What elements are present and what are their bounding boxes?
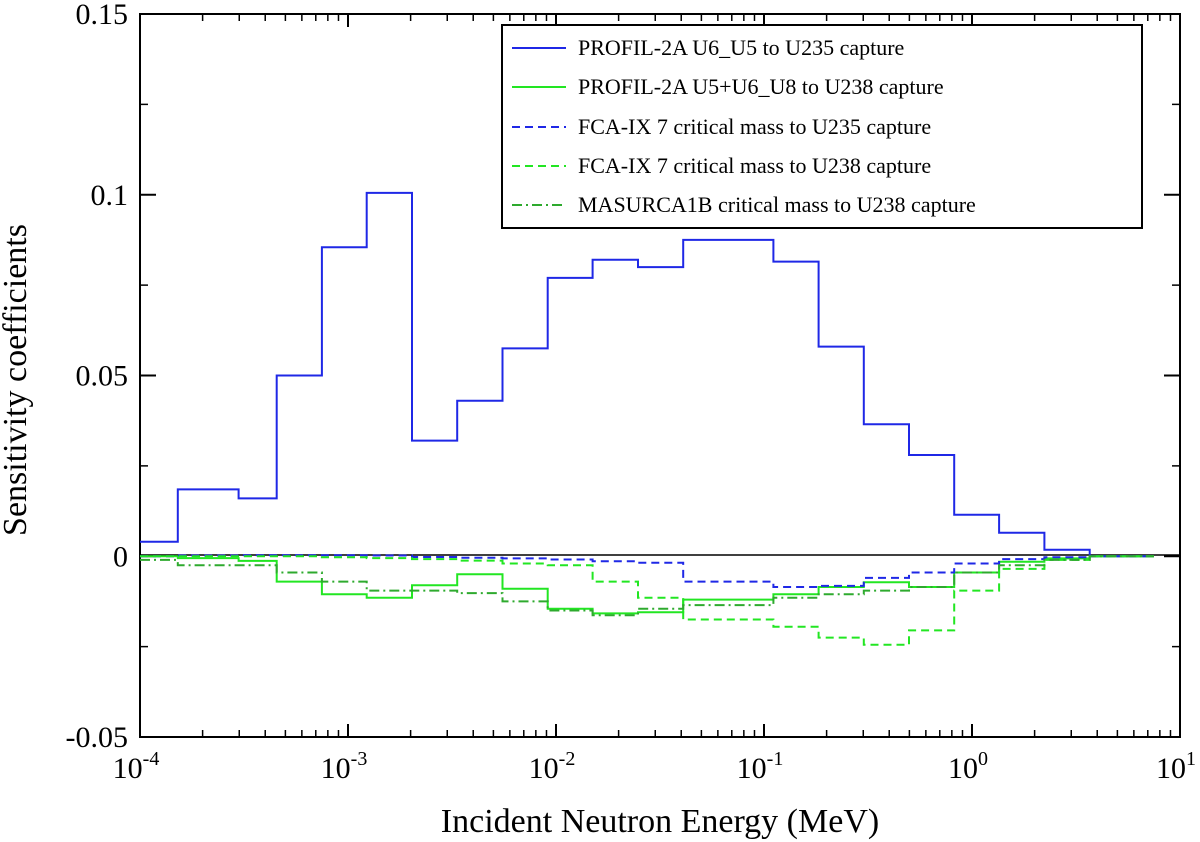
tick-labels: 10-4 10-3 10-2 10-1 100 101 -0.05 0 0.05 0.1 0.15: [66, 0, 1197, 785]
legend-label-4: MASURCA1B critical mass to U238 capture: [578, 192, 976, 217]
data-series: [140, 191, 1154, 646]
x-tick-label: 10-1: [737, 748, 784, 785]
series-line-0: [140, 191, 1154, 558]
y-tick-label: 0.1: [91, 179, 129, 212]
y-tick-label: 0.15: [76, 0, 129, 31]
y-tick-label: 0: [113, 540, 128, 573]
y-axis-title: Sensitivity coefficients: [0, 224, 34, 536]
y-tick-label: -0.05: [66, 721, 129, 754]
series-line-3: [140, 555, 1154, 646]
x-tick-label: 10-4: [113, 748, 160, 785]
x-tick-label: 101: [1156, 748, 1196, 785]
y-tick-label: 0.05: [76, 360, 129, 393]
legend-label-1: PROFIL-2A U5+U6_U8 to U238 capture: [578, 74, 944, 99]
axis-ticks: [139, 13, 1181, 738]
legend-label-3: FCA-IX 7 critical mass to U238 capture: [578, 153, 931, 178]
legend-box: [501, 24, 1143, 229]
series-line-4: [140, 555, 1154, 617]
x-tick-label: 10-2: [529, 748, 576, 785]
series-line-2: [140, 554, 1154, 588]
x-axis-title: Incident Neutron Energy (MeV): [441, 803, 879, 840]
legend-label-0: PROFIL-2A U6_U5 to U235 capture: [578, 35, 904, 60]
legend: PROFIL-2A U6_U5 to U235 capture PROFIL-2…: [501, 24, 1143, 229]
x-tick-label: 10-3: [321, 748, 368, 785]
legend-label-2: FCA-IX 7 critical mass to U235 capture: [578, 114, 931, 139]
x-tick-label: 100: [948, 748, 988, 785]
